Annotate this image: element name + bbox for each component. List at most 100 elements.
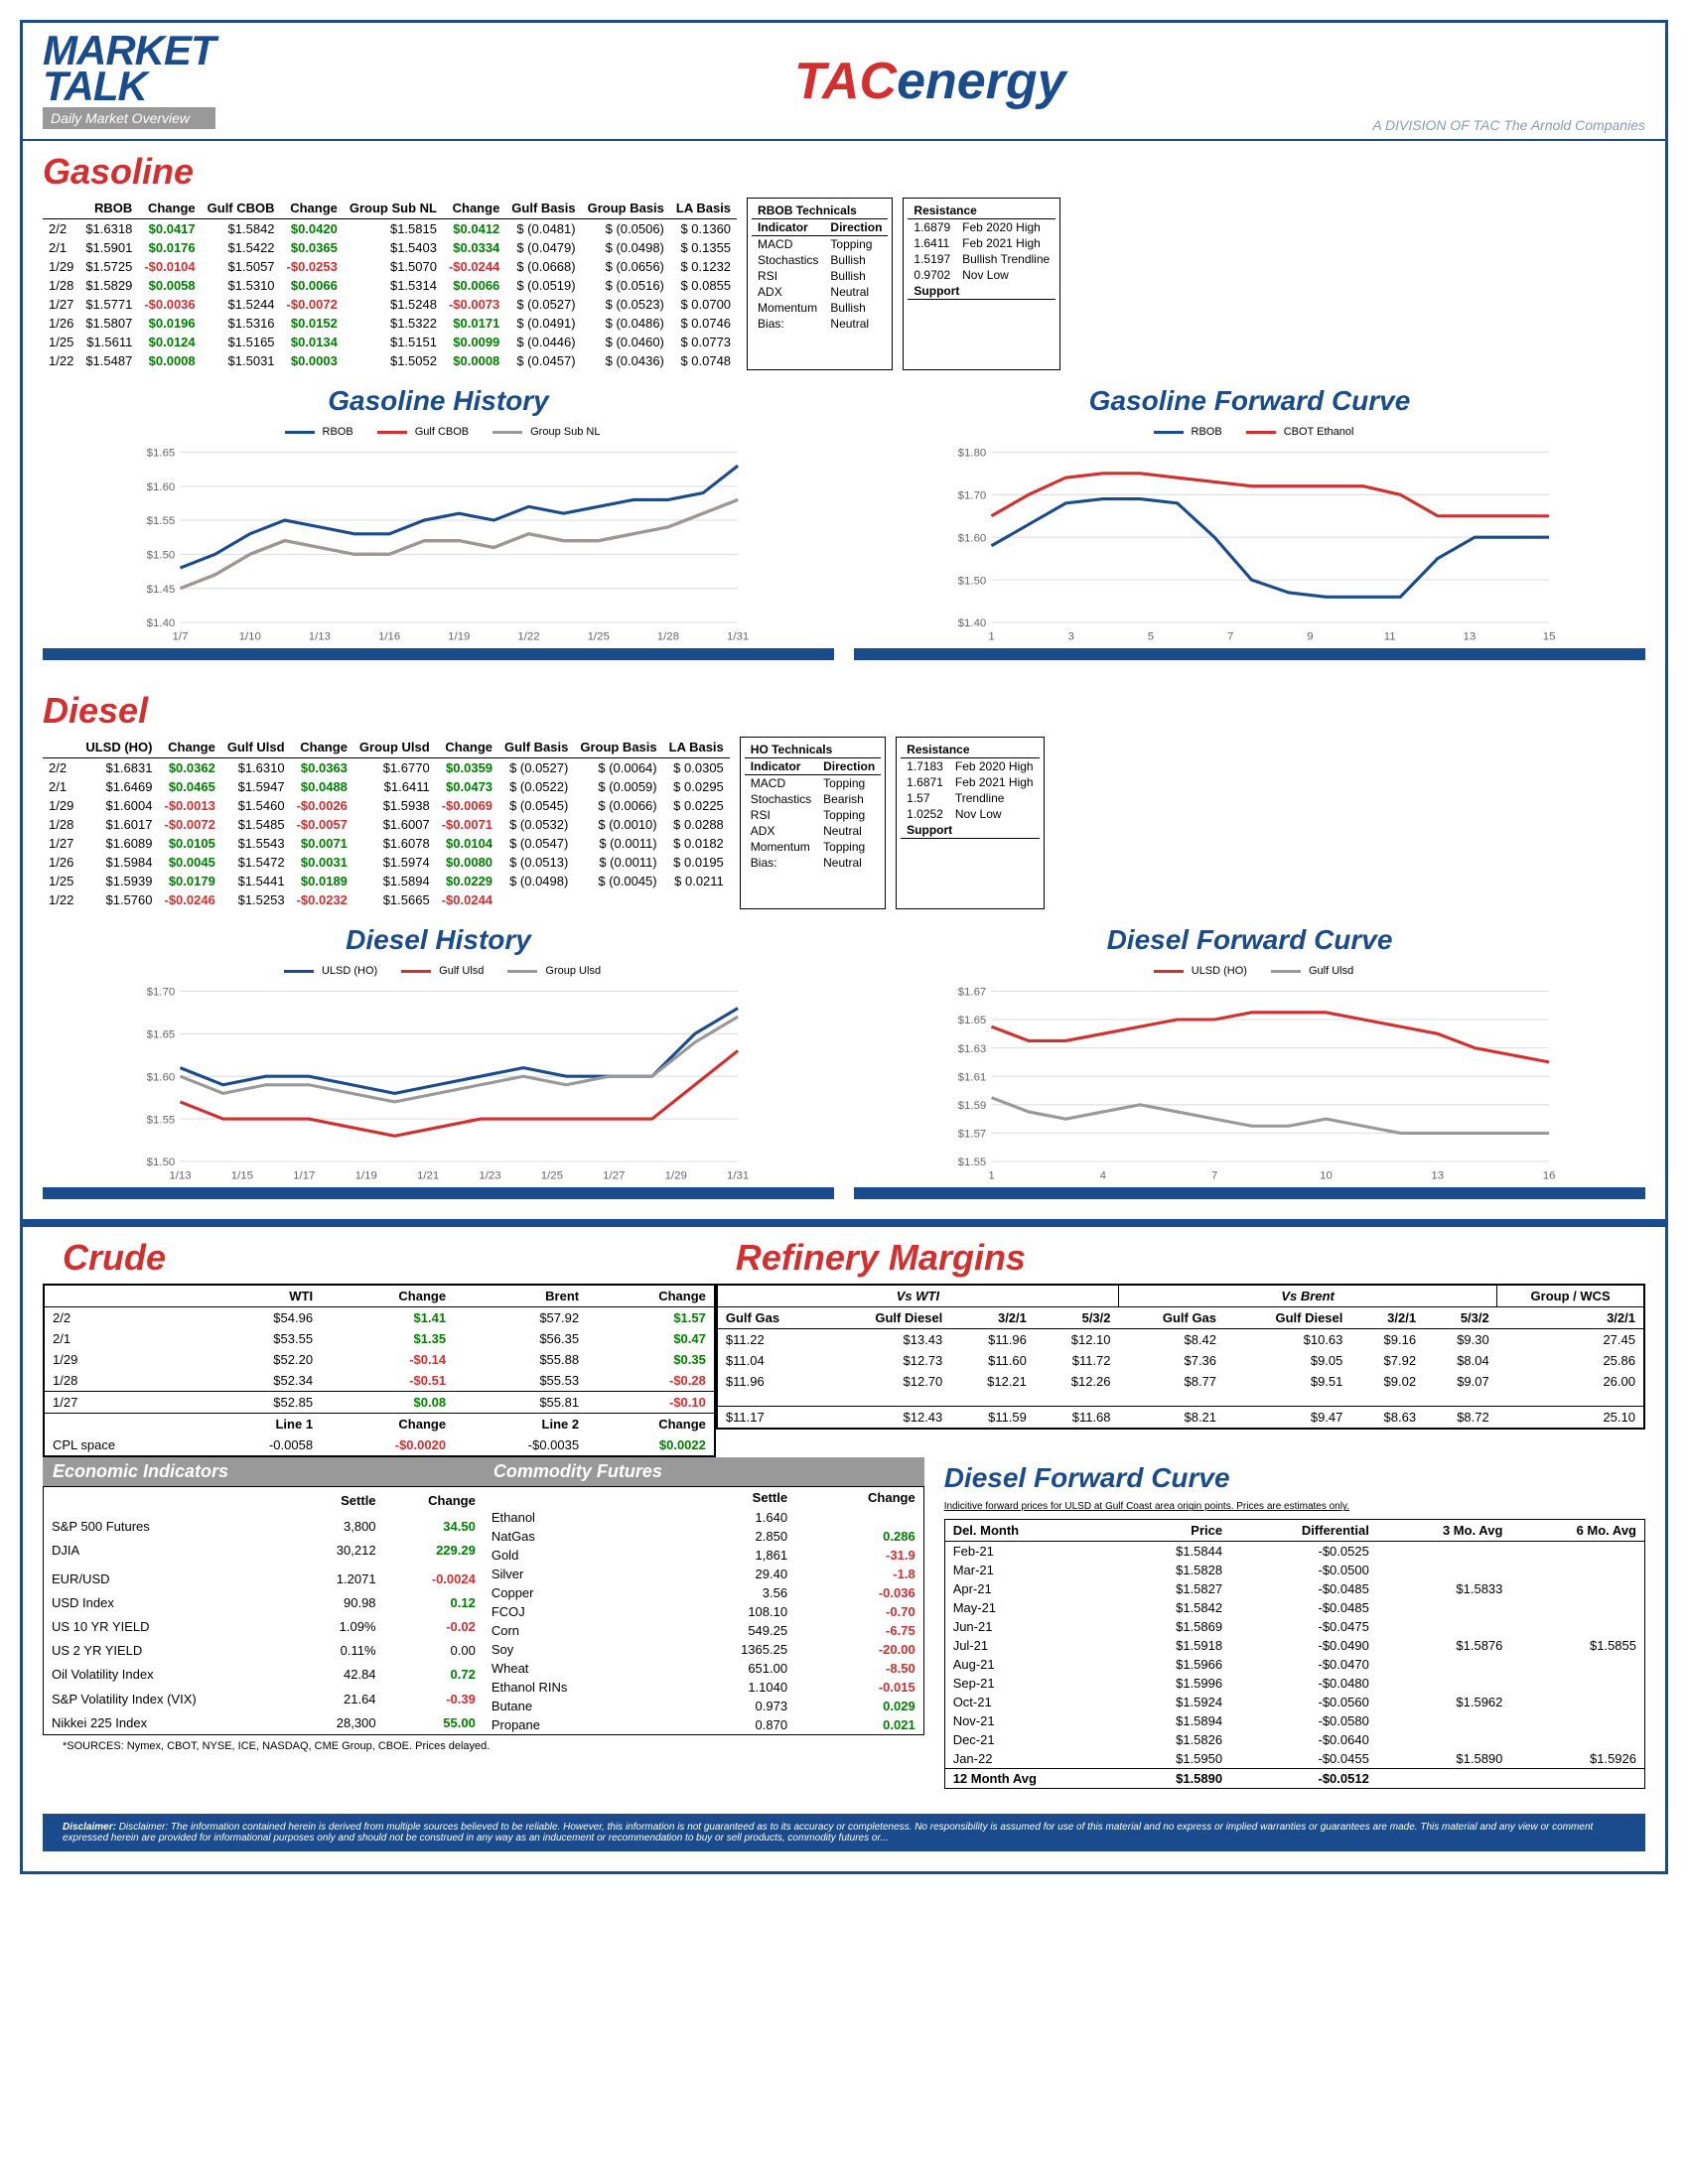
svg-text:1/31: 1/31 <box>727 631 749 643</box>
diesel-history-legend: ULSD (HO)Gulf UlsdGroup Ulsd <box>43 961 834 981</box>
svg-text:$1.60: $1.60 <box>147 1072 176 1084</box>
crude-table: WTIChangeBrentChange2/2$54.96$1.41$57.92… <box>43 1284 716 1457</box>
svg-text:3: 3 <box>1068 631 1074 643</box>
gas-history-legend: RBOBGulf CBOBGroup Sub NL <box>43 422 834 442</box>
svg-text:$1.61: $1.61 <box>958 1072 987 1084</box>
svg-text:10: 10 <box>1320 1170 1333 1182</box>
tac-logo: TACenergy <box>215 52 1645 111</box>
svg-text:1/19: 1/19 <box>448 631 470 643</box>
diesel-resistance-box: Resistance 1.7183Feb 2020 High1.6871Feb … <box>896 737 1044 909</box>
svg-text:1/25: 1/25 <box>541 1170 563 1182</box>
svg-text:1/28: 1/28 <box>657 631 679 643</box>
svg-text:1/17: 1/17 <box>293 1170 315 1182</box>
market-talk-logo: MARKET TALK Daily Market Overview <box>43 33 215 129</box>
svg-text:1/7: 1/7 <box>173 631 189 643</box>
svg-text:$1.70: $1.70 <box>958 490 987 502</box>
svg-text:1/25: 1/25 <box>588 631 610 643</box>
svg-text:1/15: 1/15 <box>231 1170 253 1182</box>
svg-text:7: 7 <box>1227 631 1233 643</box>
diesel-fwd-table: Del. MonthPriceDifferential3 Mo. Avg6 Mo… <box>945 1520 1644 1788</box>
diesel-history-svg: $1.50$1.55$1.60$1.65$1.701/131/151/171/1… <box>43 981 834 1199</box>
divider <box>23 1219 1665 1227</box>
svg-text:$1.50: $1.50 <box>958 576 987 588</box>
svg-text:1/31: 1/31 <box>727 1170 749 1182</box>
futures-table: SettleChangeEthanol1.640NatGas2.8500.286… <box>484 1487 923 1734</box>
svg-text:9: 9 <box>1307 631 1313 643</box>
gasoline-history-chart: Gasoline History RBOBGulf CBOBGroup Sub … <box>43 380 834 665</box>
svg-text:11: 11 <box>1384 631 1396 643</box>
rbob-technicals-box: RBOB Technicals IndicatorDirection MACDT… <box>747 198 893 370</box>
svg-text:1/19: 1/19 <box>355 1170 377 1182</box>
refinery-table: Vs WTIVs BrentGroup / WCSGulf GasGulf Di… <box>716 1284 1645 1430</box>
svg-text:13: 13 <box>1464 631 1477 643</box>
econ-futures-wrap: Economic Indicators Commodity Futures Se… <box>43 1457 924 1794</box>
svg-text:16: 16 <box>1543 1170 1556 1182</box>
svg-text:1/21: 1/21 <box>417 1170 439 1182</box>
svg-text:1/16: 1/16 <box>378 631 400 643</box>
svg-text:1/22: 1/22 <box>517 631 539 643</box>
svg-text:$1.40: $1.40 <box>958 618 987 630</box>
svg-text:$1.63: $1.63 <box>958 1043 987 1055</box>
svg-text:13: 13 <box>1431 1170 1444 1182</box>
brand-line2: TALK <box>43 68 215 104</box>
svg-text:4: 4 <box>1100 1170 1107 1182</box>
svg-text:1: 1 <box>988 1170 994 1182</box>
svg-text:1/27: 1/27 <box>603 1170 625 1182</box>
svg-text:$1.65: $1.65 <box>147 448 176 460</box>
refinery-section: Refinery Margins Vs WTIVs BrentGroup / W… <box>716 1227 1645 1457</box>
svg-text:$1.55: $1.55 <box>958 1158 987 1169</box>
diesel-title: Diesel <box>23 680 1665 737</box>
svg-text:$1.40: $1.40 <box>147 618 176 630</box>
division-text: A DIVISION OF TAC The Arnold Companies <box>1372 117 1645 133</box>
svg-text:1/13: 1/13 <box>169 1170 191 1182</box>
diesel-history-chart: Diesel History ULSD (HO)Gulf UlsdGroup U… <box>43 919 834 1204</box>
svg-text:$1.80: $1.80 <box>958 448 987 460</box>
gasoline-charts-row: Gasoline History RBOBGulf CBOBGroup Sub … <box>23 380 1665 680</box>
svg-text:$1.50: $1.50 <box>147 550 176 562</box>
diesel-fwd-legend: ULSD (HO)Gulf Ulsd <box>854 961 1645 981</box>
ho-technicals-box: HO Technicals IndicatorDirection MACDTop… <box>740 737 886 909</box>
diesel-charts-row: Diesel History ULSD (HO)Gulf UlsdGroup U… <box>23 919 1665 1219</box>
diesel-fwd-chart: Diesel Forward Curve ULSD (HO)Gulf Ulsd … <box>854 919 1645 1204</box>
svg-text:$1.45: $1.45 <box>147 584 176 596</box>
gas-fwd-legend: RBOBCBOT Ethanol <box>854 422 1645 442</box>
disclaimer: Disclaimer: Disclaimer: The information … <box>43 1814 1645 1851</box>
svg-text:$1.57: $1.57 <box>958 1129 987 1141</box>
svg-text:$1.55: $1.55 <box>147 516 176 528</box>
gasoline-price-table: RBOBChangeGulf CBOBChangeGroup Sub NLCha… <box>43 198 737 370</box>
svg-text:1/13: 1/13 <box>309 631 331 643</box>
svg-text:$1.65: $1.65 <box>958 1016 987 1027</box>
gasoline-title: Gasoline <box>23 141 1665 198</box>
gasoline-fwd-chart: Gasoline Forward Curve RBOBCBOT Ethanol … <box>854 380 1645 665</box>
svg-text:1/10: 1/10 <box>239 631 261 643</box>
svg-text:1/23: 1/23 <box>479 1170 500 1182</box>
econ-table: SettleChangeS&P 500 Futures3,80034.50DJI… <box>44 1487 484 1734</box>
sources-note: *SOURCES: Nymex, CBOT, NYSE, ICE, NASDAQ… <box>43 1735 924 1757</box>
svg-text:$1.65: $1.65 <box>147 1029 176 1041</box>
gasoline-resistance-box: Resistance 1.6879Feb 2020 High1.6411Feb … <box>903 198 1060 370</box>
svg-text:$1.60: $1.60 <box>958 533 987 545</box>
diesel-fwd-table-wrap: Diesel Forward Curve Indicitive forward … <box>944 1457 1645 1794</box>
svg-text:1/29: 1/29 <box>665 1170 687 1182</box>
svg-text:$1.70: $1.70 <box>147 987 176 999</box>
diesel-section: ULSD (HO)ChangeGulf UlsdChangeGroup Ulsd… <box>23 737 1665 919</box>
econ-title: Economic Indicators <box>43 1457 484 1486</box>
svg-text:$1.60: $1.60 <box>147 481 176 493</box>
gas-history-svg: $1.40 $1.45 $1.50 $1.55 $1.60 $1.65 1/7 1/10 1/1… <box>43 442 834 660</box>
svg-text:15: 15 <box>1543 631 1556 643</box>
gas-fwd-svg: $1.40$1.50$1.60$1.70$1.8013579111315 <box>854 442 1645 660</box>
diesel-fwd-table-box: Del. MonthPriceDifferential3 Mo. Avg6 Mo… <box>944 1519 1645 1789</box>
svg-text:$1.67: $1.67 <box>958 987 987 999</box>
gasoline-section: RBOBChangeGulf CBOBChangeGroup Sub NLCha… <box>23 198 1665 380</box>
page: MARKET TALK Daily Market Overview TACene… <box>20 20 1668 1874</box>
svg-text:7: 7 <box>1211 1170 1217 1182</box>
svg-text:$1.59: $1.59 <box>958 1100 987 1112</box>
subtitle: Daily Market Overview <box>43 107 215 129</box>
crude-refinery-row: Crude WTIChangeBrentChange2/2$54.96$1.41… <box>23 1227 1665 1457</box>
svg-text:$1.55: $1.55 <box>147 1115 176 1127</box>
futures-title: Commodity Futures <box>484 1457 924 1486</box>
svg-text:5: 5 <box>1148 631 1154 643</box>
svg-text:1: 1 <box>988 631 994 643</box>
diesel-price-table: ULSD (HO)ChangeGulf UlsdChangeGroup Ulsd… <box>43 737 730 909</box>
crude-section: Crude WTIChangeBrentChange2/2$54.96$1.41… <box>43 1227 716 1457</box>
